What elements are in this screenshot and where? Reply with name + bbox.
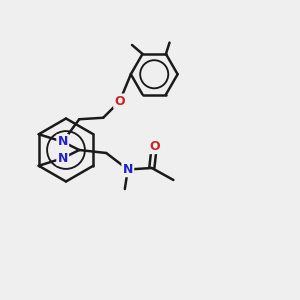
Text: O: O bbox=[149, 140, 160, 153]
Text: N: N bbox=[123, 163, 133, 176]
Text: N: N bbox=[58, 135, 68, 148]
Text: N: N bbox=[58, 152, 68, 165]
Text: O: O bbox=[114, 95, 125, 108]
